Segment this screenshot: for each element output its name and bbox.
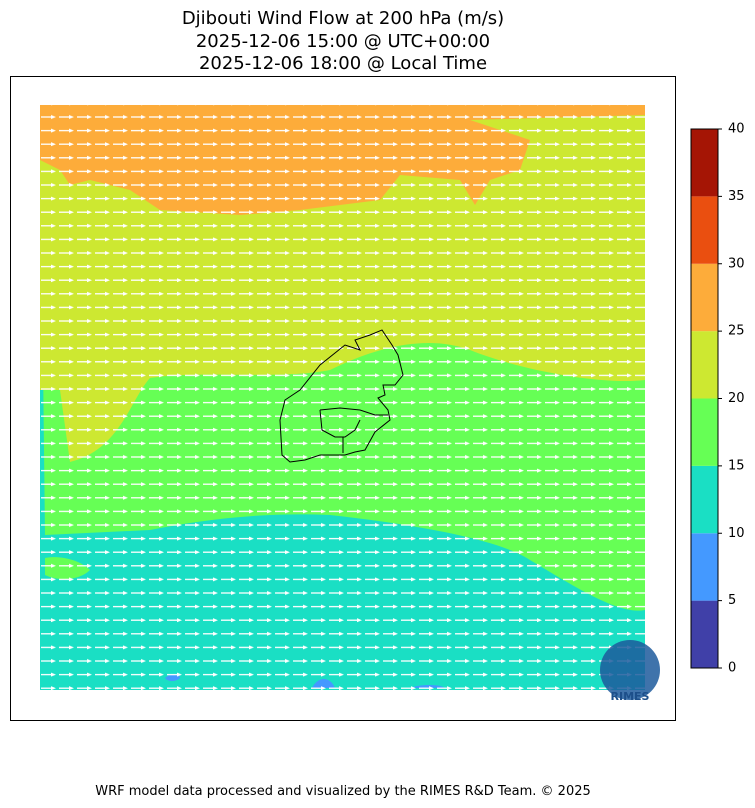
colorbar-segment: [691, 263, 718, 332]
colorbar-tick-label: 35: [728, 189, 745, 204]
title-line: 2025-12-06 15:00 @ UTC+00:00: [196, 31, 490, 52]
title-line: 2025-12-06 18:00 @ Local Time: [199, 53, 487, 74]
colorbar-tick-label: 30: [728, 256, 745, 271]
colorbar-segment: [691, 398, 718, 466]
colorbar-tick-label: 15: [728, 458, 745, 473]
colorbar-segment: [691, 533, 718, 601]
colorbar-segment: [691, 129, 718, 197]
colorbar-segment: [691, 331, 718, 399]
wind-arrows: [40, 105, 645, 690]
colorbar-tick-label: 25: [728, 324, 745, 339]
colorbar-segment: [691, 196, 718, 264]
footer: WRF model data processed and visualized …: [95, 784, 591, 799]
map-frame: [10, 76, 676, 721]
colorbar-tick-label: 5: [728, 593, 736, 608]
colorbar-tick-label: 10: [728, 526, 745, 541]
logo: [600, 640, 660, 700]
wind-map: RIMES: [40, 105, 660, 703]
country-border: [279, 329, 404, 463]
colorbar-segment: [691, 465, 718, 534]
colorbar-tick-label: 0: [728, 661, 736, 676]
colorbar-tick-label: 20: [728, 391, 745, 406]
colorbar-segment: [691, 600, 718, 668]
title-line: Djibouti Wind Flow at 200 hPa (m/s): [182, 8, 504, 29]
logo-text: RIMES: [611, 690, 650, 703]
colorbar-tick-label: 40: [728, 122, 745, 137]
colorbar: 0 5 10 15 20 25 30 35 40: [690, 122, 745, 676]
